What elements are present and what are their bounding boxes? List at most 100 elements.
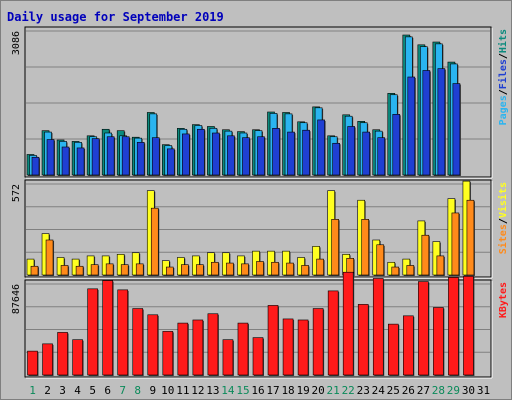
bar-pages-fill [377, 137, 386, 176]
bar-sites-fill [90, 264, 99, 276]
bar-sites [45, 239, 55, 276]
day-label: 21 [327, 384, 340, 397]
bar-sites-fill [165, 266, 174, 276]
day-label: 10 [161, 384, 174, 397]
day-label: 12 [191, 384, 204, 397]
bar-sites [181, 264, 190, 276]
bar-pages [121, 136, 131, 176]
bar-kbytes [222, 339, 234, 376]
bar-sites-fill [181, 264, 189, 276]
day-label: 19 [296, 384, 309, 397]
bar-pages [392, 114, 401, 176]
bar-sites-fill [196, 264, 204, 276]
bar-sites [90, 264, 100, 276]
bar-pages [272, 128, 281, 176]
bar-sites-fill [406, 265, 415, 276]
bar-pages [46, 139, 56, 176]
bar-sites-fill [376, 244, 385, 276]
day-label: 20 [312, 384, 325, 397]
bar-sites [105, 263, 115, 276]
day-label: 25 [387, 384, 400, 397]
bar-pages-fill [31, 156, 40, 176]
bar-kbytes [267, 305, 280, 376]
bar-pages [182, 133, 191, 176]
bar-sites-fill [436, 255, 445, 276]
bar-kbytes-fill [57, 332, 68, 376]
bar-kbytes [357, 304, 370, 376]
bar-sites-fill [451, 212, 460, 276]
bar-kbytes [372, 278, 385, 376]
bar-sites [211, 261, 220, 276]
bar-pages [437, 68, 446, 176]
bar-pages [362, 131, 371, 176]
bar-pages [91, 138, 101, 176]
bar-pages-fill [227, 135, 235, 176]
bar-pages-fill [61, 146, 70, 176]
bar-pages [151, 137, 161, 176]
bar-pages [317, 119, 326, 176]
bar-pages [377, 137, 386, 176]
day-label: 23 [357, 384, 370, 397]
bar-pages [347, 126, 356, 176]
bar-sites [361, 219, 370, 276]
bar-pages [76, 147, 86, 176]
bar-sites [135, 263, 145, 276]
day-label: 29 [447, 384, 460, 397]
bar-pages-fill [437, 68, 446, 176]
bar-sites [226, 262, 235, 276]
bar-pages [422, 70, 431, 176]
bar-sites [391, 266, 400, 276]
day-label: 4 [74, 384, 81, 397]
bar-pages-fill [347, 126, 355, 176]
bar-sites-fill [45, 239, 54, 276]
day-label: 27 [417, 384, 430, 397]
bar-kbytes [237, 322, 249, 376]
bar-kbytes-fill [117, 289, 129, 376]
day-label: 7 [119, 384, 126, 397]
bar-pages [31, 156, 40, 176]
bar-sites-fill [211, 261, 219, 276]
day-label: 17 [266, 384, 279, 397]
bar-sites-fill [226, 262, 234, 276]
bar-pages [106, 136, 116, 176]
panel-visits-sites: 572 Sites/Visits [11, 179, 509, 279]
day-label: 9 [149, 384, 156, 397]
bar-kbytes [312, 308, 325, 376]
day-label: 15 [236, 384, 249, 397]
day-label: 6 [104, 384, 111, 397]
bar-kbytes-fill [132, 308, 144, 376]
bar-kbytes-fill [387, 323, 399, 376]
bar-sites-fill [316, 258, 324, 276]
bar-sites-fill [466, 199, 475, 276]
bar-sites [406, 265, 415, 276]
bar-pages-fill [166, 148, 175, 176]
bar-sites-fill [105, 263, 114, 276]
bar-sites-fill [301, 265, 309, 276]
bar-kbytes-fill [297, 319, 309, 376]
bar-pages [166, 148, 176, 176]
bar-sites [436, 255, 445, 276]
legend-label-weekday_day: / [498, 53, 509, 59]
bar-pages-fill [242, 137, 250, 176]
right-legend: Sites/Visits [497, 182, 509, 254]
ymax-label: 572 [11, 184, 22, 202]
legend-label-kbytes: KBytes [498, 282, 509, 318]
bar-pages [61, 146, 71, 176]
day-label: 28 [432, 384, 445, 397]
bar-kbytes-fill [207, 313, 219, 376]
bar-sites-fill [135, 263, 144, 276]
bar-pages-fill [362, 131, 371, 176]
bar-sites [150, 207, 160, 276]
bar-kbytes [387, 323, 400, 376]
bar-sites [331, 219, 340, 276]
bar-sites-fill [271, 261, 279, 276]
bar-kbytes [27, 350, 39, 376]
legend-label-hits: Hits [497, 29, 509, 53]
bar-pages-fill [407, 76, 416, 176]
bar-pages-fill [46, 139, 55, 176]
bar-kbytes-fill [267, 305, 279, 376]
bar-kbytes-fill [282, 318, 294, 376]
bar-sites [256, 261, 265, 276]
